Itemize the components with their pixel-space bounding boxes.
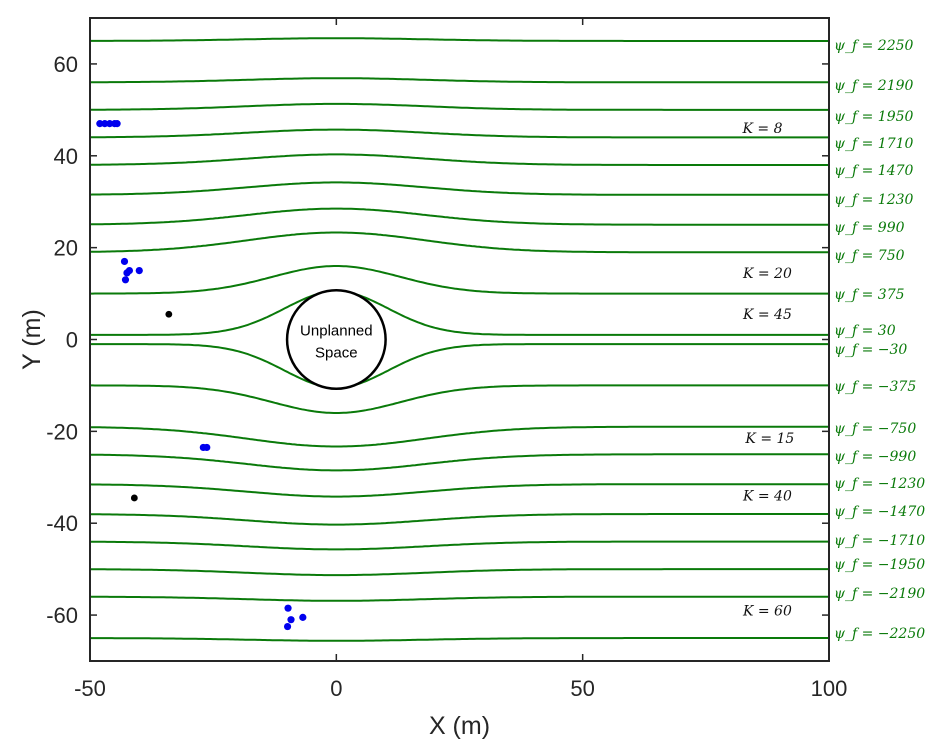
obstacle-label-line2: Space [315, 345, 358, 362]
blue-point-2 [106, 120, 114, 128]
streamline-11 [90, 384, 829, 414]
streamline-label-14: ψ_f = −1230 [834, 476, 925, 492]
k-label-5: K = 60 [742, 603, 792, 619]
k-label-2: K = 45 [742, 307, 792, 323]
y-tick-label-3: 0 [66, 328, 78, 353]
blue-point-0 [96, 120, 104, 128]
k-label-3: K = 15 [744, 431, 794, 447]
streamline-10 [90, 343, 829, 389]
blue-point-12 [284, 604, 292, 612]
streamline-label-8: ψ_f = 375 [834, 287, 905, 303]
streamline-5 [89, 181, 829, 196]
streamline-18 [90, 595, 829, 602]
streamline-label-0: ψ_f = 2250 [834, 38, 914, 54]
blue-point-5 [120, 257, 129, 266]
y-tick-label-2: -20 [46, 419, 78, 444]
k-label-4: K = 40 [742, 489, 792, 505]
streamline-label-15: ψ_f = −1470 [834, 504, 925, 520]
streamline-9 [90, 290, 829, 336]
x-axis-title: X (m) [429, 712, 490, 740]
x-tick-label-3: 100 [811, 676, 848, 701]
blue-point-15 [283, 622, 292, 631]
black-point-0 [165, 310, 173, 318]
blue-point-7 [123, 269, 131, 277]
streamline-12 [90, 425, 829, 448]
streamline-2 [90, 102, 829, 111]
streamline-label-4: ψ_f = 1470 [834, 163, 914, 179]
blue-point-13 [287, 616, 295, 624]
black-point-1 [130, 494, 138, 502]
blue-point-8 [121, 276, 130, 284]
streamline-16 [90, 540, 829, 551]
y-axis-title: Y (m) [18, 309, 46, 370]
k-label-0: K = 8 [741, 121, 782, 137]
streamline-14 [89, 483, 829, 498]
streamline-label-9: ψ_f = 30 [834, 323, 896, 339]
blue-point-14 [299, 613, 307, 621]
streamline-4 [90, 153, 829, 166]
x-tick-label-2: 50 [570, 676, 594, 701]
streamline-label-6: ψ_f = 990 [834, 220, 905, 236]
streamline-label-1: ψ_f = 2190 [834, 78, 914, 94]
streamline-15 [90, 513, 829, 526]
y-tick-label-6: 60 [54, 52, 78, 77]
streamline-label-17: ψ_f = −1950 [834, 557, 925, 573]
blue-point-4 [113, 120, 121, 128]
obstacle-label-line1: Unplanned [300, 323, 373, 340]
streamline-label-12: ψ_f = −750 [834, 421, 916, 437]
streamline-0 [90, 37, 829, 42]
unplanned-space-circle [285, 288, 387, 391]
streamline-label-13: ψ_f = −990 [834, 449, 916, 465]
streamline-19 [90, 637, 829, 642]
y-tick-label-5: 40 [54, 144, 78, 169]
streamline-1 [90, 77, 829, 84]
x-tick-label-1: 0 [330, 676, 342, 701]
blue-point-1 [101, 120, 109, 128]
obstacle-group: Unplanned Space [285, 288, 387, 391]
axis-ticks-group: -50 0 50 100 -60 -40 -20 0 20 40 60 [46, 18, 847, 701]
streamline-13 [90, 453, 829, 472]
streamline-7 [90, 231, 829, 254]
points-group [96, 120, 307, 631]
k-label-group: K = 8 K = 20 K = 45 K = 15 K = 40 K = 60 [741, 121, 794, 619]
blue-point-11 [203, 443, 211, 452]
y-tick-label-1: -40 [46, 511, 78, 536]
streamline-label-5: ψ_f = 1230 [834, 192, 914, 208]
streamline-group [89, 37, 829, 642]
y-tick-label-4: 20 [54, 236, 78, 261]
blue-point-9 [135, 267, 143, 275]
y-tick-label-0: -60 [46, 603, 78, 628]
streamline-3 [90, 128, 829, 139]
streamline-label-16: ψ_f = −1710 [834, 533, 925, 549]
streamline-label-2: ψ_f = 1950 [834, 109, 914, 125]
streamline-8 [90, 265, 829, 295]
streamline-label-19: ψ_f = −2250 [834, 626, 925, 642]
x-tick-label-0: -50 [74, 676, 106, 701]
k-label-1: K = 20 [742, 266, 792, 282]
streamline-label-10: ψ_f = −30 [834, 342, 907, 358]
streamline-label-11: ψ_f = −375 [834, 379, 916, 395]
streamline-17 [90, 568, 829, 577]
streamline-label-18: ψ_f = −2190 [834, 586, 925, 602]
streamline-label-3: ψ_f = 1710 [834, 136, 914, 152]
streamline-label-7: ψ_f = 750 [834, 248, 905, 264]
streamline-labels-group: ψ_f = 2250 ψ_f = 2190 ψ_f = 1950 ψ_f = 1710… [834, 38, 925, 642]
streamline-6 [90, 207, 829, 226]
